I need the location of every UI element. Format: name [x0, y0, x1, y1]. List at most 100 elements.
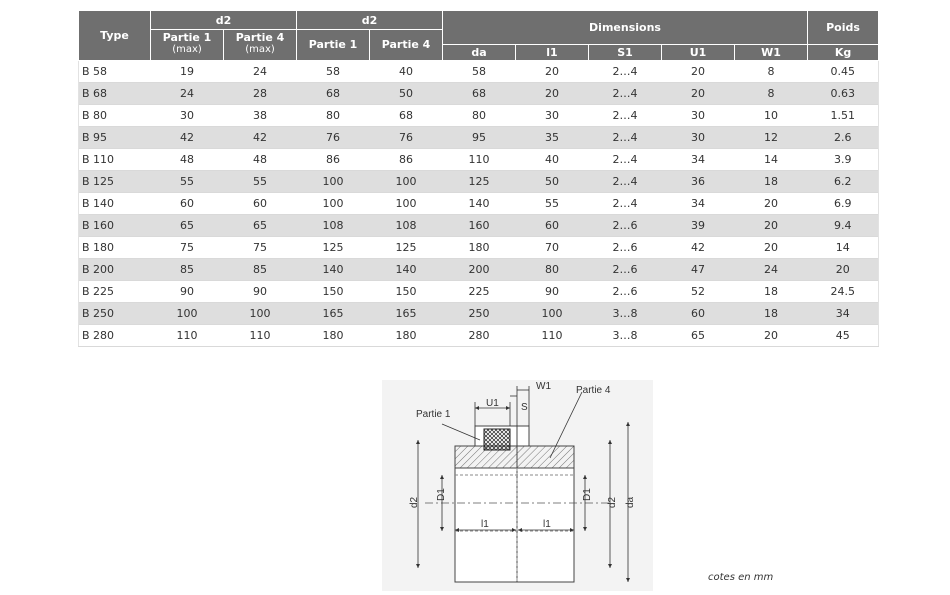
cell-d2p1: 125 — [296, 235, 370, 258]
cell-d2p1max: 100 — [150, 301, 224, 324]
cell-kg: 45 — [807, 323, 880, 347]
cell-l1: 100 — [515, 301, 589, 324]
cell-u1: 30 — [661, 103, 735, 126]
cell-kg: 0.63 — [807, 81, 880, 104]
cell-type: B 110 — [78, 147, 151, 170]
cell-u1: 65 — [661, 323, 735, 347]
cell-d2p4: 108 — [369, 213, 443, 236]
cell-da: 125 — [442, 169, 516, 192]
cell-l1: 60 — [515, 213, 589, 236]
cell-d2p1max: 30 — [150, 103, 224, 126]
cell-type: B 125 — [78, 169, 151, 192]
header-partie1: Partie 1 — [296, 29, 370, 61]
cell-type: B 180 — [78, 235, 151, 258]
table-row: B 68 24 28 68 50 68 20 2…4 20 8 0.63 — [78, 81, 880, 104]
cell-d2p4max: 24 — [223, 59, 297, 82]
cell-type: B 250 — [78, 301, 151, 324]
table-row: B 140 60 60 100 100 140 55 2…4 34 20 6.9 — [78, 191, 880, 214]
cell-u1: 52 — [661, 279, 735, 302]
cell-l1: 50 — [515, 169, 589, 192]
header-type: Type — [78, 10, 151, 61]
cell-s1: 3…8 — [588, 323, 662, 347]
label-l1-left: l1 — [481, 519, 489, 530]
header-poids: Poids — [807, 10, 880, 45]
cell-kg: 9.4 — [807, 213, 880, 236]
table-row: B 280 110 110 180 180 280 110 3…8 65 20 45 — [78, 323, 880, 347]
cell-da: 200 — [442, 257, 516, 280]
label-d2-left: d2 — [409, 496, 420, 508]
cell-d2p4max: 48 — [223, 147, 297, 170]
label-l1-right: l1 — [543, 519, 551, 530]
cell-d2p4: 125 — [369, 235, 443, 258]
cell-d2p1max: 19 — [150, 59, 224, 82]
cell-kg: 34 — [807, 301, 880, 324]
cell-d2p4max: 110 — [223, 323, 297, 347]
cell-w1: 8 — [734, 59, 808, 82]
cell-d2p4: 100 — [369, 191, 443, 214]
cell-d2p1max: 75 — [150, 235, 224, 258]
cell-kg: 6.2 — [807, 169, 880, 192]
cell-l1: 110 — [515, 323, 589, 347]
cell-d2p4max: 38 — [223, 103, 297, 126]
cell-d2p4: 50 — [369, 81, 443, 104]
cell-w1: 20 — [734, 213, 808, 236]
header-dimensions: Dimensions — [441, 10, 809, 45]
cell-s1: 2…6 — [588, 257, 662, 280]
cell-d2p1: 165 — [296, 301, 370, 324]
cell-w1: 12 — [734, 125, 808, 148]
cell-s1: 2…6 — [588, 235, 662, 258]
label-s: S — [521, 402, 528, 413]
cell-w1: 20 — [734, 235, 808, 258]
cell-w1: 18 — [734, 301, 808, 324]
cell-u1: 36 — [661, 169, 735, 192]
cell-d2p1: 86 — [296, 147, 370, 170]
cell-s1: 3…8 — [588, 301, 662, 324]
cell-d2p1: 180 — [296, 323, 370, 347]
cell-kg: 6.9 — [807, 191, 880, 214]
label-da: da — [625, 496, 636, 508]
cell-type: B 140 — [78, 191, 151, 214]
cell-s1: 2…6 — [588, 213, 662, 236]
cell-d2p1: 100 — [296, 169, 370, 192]
cell-s1: 2…4 — [588, 59, 662, 82]
cell-da: 250 — [442, 301, 516, 324]
cell-d2p1max: 48 — [150, 147, 224, 170]
cell-w1: 18 — [734, 279, 808, 302]
cell-l1: 55 — [515, 191, 589, 214]
cell-d2p1: 58 — [296, 59, 370, 82]
cell-type: B 225 — [78, 279, 151, 302]
cell-d2p1max: 65 — [150, 213, 224, 236]
cell-da: 95 — [442, 125, 516, 148]
label-partie4: Partie 4 — [576, 385, 611, 396]
cell-u1: 34 — [661, 147, 735, 170]
header-d2-max-group: d2 — [150, 10, 297, 30]
cell-type: B 58 — [78, 59, 151, 82]
cell-d2p1max: 42 — [150, 125, 224, 148]
table-row: B 200 85 85 140 140 200 80 2…6 47 24 20 — [78, 257, 880, 280]
cell-kg: 20 — [807, 257, 880, 280]
cell-u1: 39 — [661, 213, 735, 236]
table-row: B 180 75 75 125 125 180 70 2…6 42 20 14 — [78, 235, 880, 258]
header-max-4: (max) — [223, 44, 297, 61]
cell-u1: 30 — [661, 125, 735, 148]
header-l1: l1 — [515, 43, 589, 61]
coupling-diagram: W1 Partie 4 U1 S Partie 1 d2 D1 D1 d2 da… — [382, 380, 653, 591]
cell-d2p1max: 24 — [150, 81, 224, 104]
cell-u1: 60 — [661, 301, 735, 324]
table-body: B 58 19 24 58 40 58 20 2…4 20 8 0.45 B 68 24 28 68 50 68… — [78, 59, 880, 347]
cell-w1: 20 — [734, 323, 808, 347]
cell-d2p4max: 60 — [223, 191, 297, 214]
cell-da: 280 — [442, 323, 516, 347]
cell-kg: 24.5 — [807, 279, 880, 302]
cell-l1: 40 — [515, 147, 589, 170]
table-row: B 110 48 48 86 86 110 40 2…4 34 14 3.9 — [78, 147, 880, 170]
cell-d2p4: 76 — [369, 125, 443, 148]
cell-w1: 14 — [734, 147, 808, 170]
label-d1-right: D1 — [582, 488, 593, 501]
header-w1: W1 — [733, 43, 809, 61]
table-row: B 95 42 42 76 76 95 35 2…4 30 12 2.6 — [78, 125, 880, 148]
cell-s1: 2…4 — [588, 191, 662, 214]
cell-l1: 20 — [515, 59, 589, 82]
table-row: B 225 90 90 150 150 225 90 2…6 52 18 24.5 — [78, 279, 880, 302]
cell-d2p4max: 90 — [223, 279, 297, 302]
